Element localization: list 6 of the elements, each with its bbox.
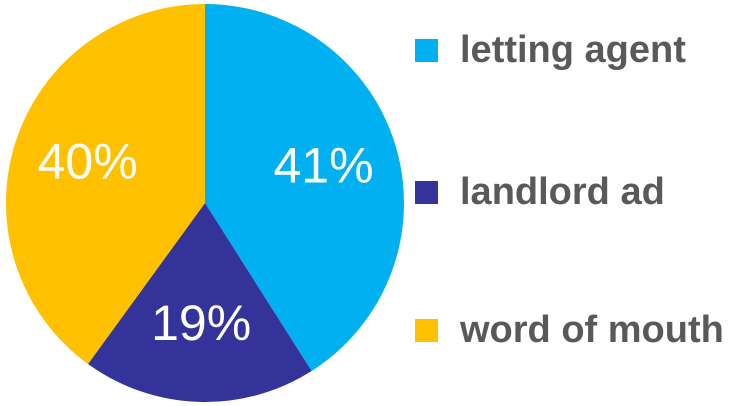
data-label: 19% [151, 295, 252, 352]
data-label: 40% [38, 134, 138, 190]
legend-label: word of mouth [460, 308, 725, 352]
data-label: 41% [273, 137, 374, 194]
legend-label: landlord ad [460, 170, 666, 214]
legend-label: letting agent [460, 28, 687, 72]
